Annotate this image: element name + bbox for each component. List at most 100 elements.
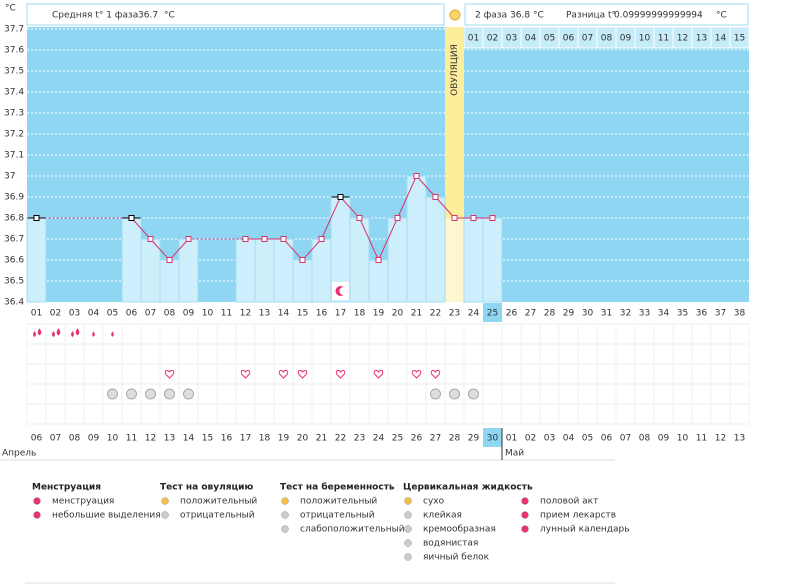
point (147, 236, 154, 242)
date-label: 30 (487, 434, 499, 444)
bar (368, 259, 389, 303)
bar (349, 217, 370, 303)
legend-icon (404, 553, 412, 561)
x-tick-label: 20 (392, 309, 404, 319)
x-tick-label: 12 (240, 309, 251, 319)
month-label: Май (505, 449, 524, 459)
x-tick-label: 19 (373, 309, 385, 319)
menstruation-heavy (71, 328, 80, 337)
menstruation-light (111, 331, 114, 337)
legend-icon (161, 511, 169, 519)
date-label: 05 (582, 434, 593, 444)
phase2-label: 2 фаза (475, 11, 507, 21)
y-tick-label: 37.1 (4, 151, 24, 161)
legend-item: сухо (423, 497, 445, 507)
x-tick-label: 36 (696, 309, 708, 319)
date-label: 06 (601, 434, 613, 444)
legend-item: слабоположительный (300, 525, 405, 535)
point (451, 215, 458, 221)
bar (273, 238, 294, 303)
legend-item: яичный белок (423, 553, 490, 563)
bar (406, 175, 427, 303)
point (166, 257, 173, 263)
legend-icon (33, 497, 41, 505)
intercourse (278, 369, 289, 379)
date-label: 11 (696, 434, 707, 444)
date-label: 13 (164, 434, 175, 444)
bar (26, 217, 47, 303)
diff-label: Разница t° (566, 11, 616, 21)
month-label: Апрель (2, 449, 36, 459)
legend-icon (281, 525, 289, 533)
phase2-unit: °C (533, 11, 544, 21)
medication (183, 388, 194, 400)
bar (254, 238, 275, 303)
post-ov-day: 11 (658, 34, 669, 44)
date-label: 14 (183, 434, 195, 444)
x-tick-label: 02 (50, 309, 61, 319)
y-tick-label: 37.3 (4, 109, 24, 119)
medication (449, 388, 460, 400)
post-ov-day: 03 (506, 34, 517, 44)
point (432, 194, 439, 200)
x-tick-label: 24 (468, 309, 480, 319)
post-ov-day: 08 (601, 34, 613, 44)
phase1-value: 36.7 (138, 11, 158, 21)
legend-item: клейкая (423, 511, 462, 521)
x-tick-label: 33 (639, 309, 650, 319)
date-label: 02 (525, 434, 536, 444)
x-tick-label: 22 (430, 309, 441, 319)
x-tick-label: 30 (582, 309, 594, 319)
menstruation-light (92, 331, 95, 337)
x-tick-label: 18 (354, 309, 366, 319)
post-ov-day: 07 (582, 34, 593, 44)
menstruation-heavy (52, 328, 61, 337)
phase2-value: 36.8 (510, 11, 530, 21)
bar (482, 217, 503, 303)
x-tick-label: 26 (506, 309, 518, 319)
temp-line (131, 217, 189, 261)
post-ov-day: 09 (620, 34, 632, 44)
date-label: 26 (411, 434, 423, 444)
x-tick-label: 15 (297, 309, 308, 319)
legend-item: кремообразная (423, 525, 496, 535)
legend-icon (521, 525, 529, 533)
date-label: 27 (430, 434, 441, 444)
point (337, 194, 344, 200)
date-label: 23 (354, 434, 365, 444)
date-label: 18 (259, 434, 271, 444)
date-label: 17 (240, 434, 251, 444)
x-tick-label: 31 (601, 309, 612, 319)
date-label: 07 (620, 434, 631, 444)
date-label: 20 (297, 434, 309, 444)
y-tick-label: 37.7 (4, 25, 24, 35)
date-label: 03 (544, 434, 555, 444)
x-tick-label: 07 (145, 309, 156, 319)
x-tick-label: 06 (126, 309, 138, 319)
post-ov-day: 02 (487, 34, 498, 44)
intercourse (164, 369, 175, 379)
sun-icon (449, 9, 461, 21)
x-tick-label: 13 (259, 309, 270, 319)
legend-icon (404, 511, 412, 519)
legend-icon (521, 511, 529, 519)
x-tick-label: 27 (525, 309, 536, 319)
x-tick-label: 11 (221, 309, 232, 319)
date-label: 09 (658, 434, 670, 444)
legend-title: Тест на овуляцию (160, 483, 253, 493)
bar (121, 217, 142, 303)
date-label: 22 (335, 434, 346, 444)
legend-item: положительный (300, 497, 377, 507)
x-tick-label: 25 (487, 309, 498, 319)
legend-item: менструация (52, 497, 114, 507)
bar (425, 196, 446, 303)
y-tick-label: 37.2 (4, 130, 24, 140)
x-tick-label: 23 (449, 309, 460, 319)
date-label: 15 (202, 434, 213, 444)
point (33, 215, 40, 221)
x-tick-label: 01 (31, 309, 42, 319)
date-label: 08 (639, 434, 651, 444)
legend-icon (404, 497, 412, 505)
x-tick-label: 35 (677, 309, 688, 319)
point (356, 215, 363, 221)
